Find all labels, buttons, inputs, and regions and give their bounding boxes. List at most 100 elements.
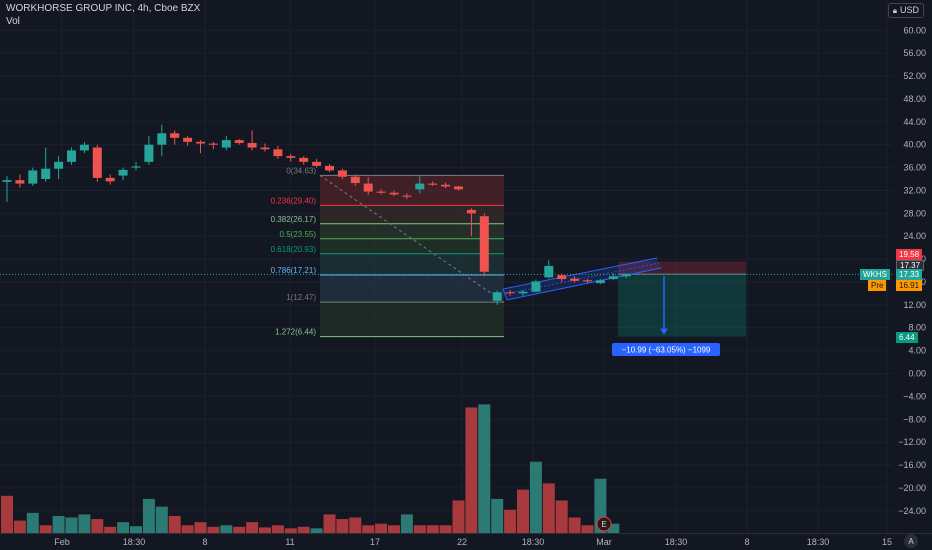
currency-button[interactable]: 🔒︎ USD — [887, 3, 924, 18]
price-tick-label: 48.00 — [903, 94, 926, 104]
fib-level-label: 1.272(6.44) — [275, 328, 316, 337]
fib-level-label: 0.382(26.17) — [271, 215, 317, 224]
price-tick-label: −20.00 — [898, 483, 926, 493]
volume-bar — [297, 526, 310, 533]
candle-body — [15, 180, 25, 184]
candle-body — [428, 183, 438, 185]
volume-bar — [181, 525, 194, 533]
volume-bar — [271, 525, 284, 533]
volume-bar — [375, 523, 388, 533]
price-tick-label: 8.00 — [908, 323, 926, 333]
candle-body — [518, 291, 528, 294]
volume-bar — [581, 525, 594, 533]
auto-scale-button: A — [904, 534, 918, 548]
auto-scale-bg — [904, 534, 918, 548]
fib-retracement[interactable]: 0(34.63) 0.236(29.40) 0.382(26.17) 0.5(23.5… — [271, 166, 505, 338]
lock-icon: 🔒︎ — [892, 6, 897, 15]
candle-body — [183, 137, 193, 142]
candlesticks: E — [2, 124, 631, 532]
candle-body — [402, 195, 412, 197]
fib-level-label: 1(12.47) — [286, 293, 316, 302]
price-tick-label: −4.00 — [903, 391, 926, 401]
volume-bar — [400, 514, 413, 533]
last-price-tag: 17.33 — [896, 269, 923, 280]
candle-body — [621, 274, 631, 277]
channel-edge — [502, 288, 508, 301]
price-tick-label: 56.00 — [903, 48, 926, 58]
volume-bar — [336, 519, 349, 533]
channel-lower — [506, 267, 662, 301]
candle-body — [67, 150, 76, 162]
candle-body — [325, 165, 334, 171]
volume-bar — [194, 522, 207, 533]
volume-bar — [478, 404, 491, 533]
time-tick-label: 18:30 — [665, 537, 688, 547]
candle-body — [363, 183, 373, 192]
fib-level-label: 0.618(20.93) — [271, 245, 317, 254]
premarket-label: Pre — [868, 280, 887, 291]
volume-bar — [465, 407, 478, 533]
volume-bar — [1, 495, 13, 533]
fib-zone — [320, 175, 504, 206]
volume-bar — [246, 522, 259, 533]
volume-bar — [117, 522, 130, 533]
volume-bar — [517, 489, 529, 533]
candle-body — [105, 177, 115, 182]
fib-level-label: 0(34.63) — [286, 166, 316, 175]
position-label-bg — [612, 343, 720, 356]
volume-bar — [220, 525, 233, 533]
price-tick-label: −8.00 — [903, 414, 926, 424]
volume-bar — [426, 525, 439, 533]
volume-bar — [413, 525, 426, 533]
candle-body — [273, 149, 283, 157]
volume-bar — [207, 526, 220, 533]
volume-bar — [155, 506, 168, 533]
price-tick-label: 52.00 — [903, 71, 926, 81]
volume-bar — [310, 528, 323, 533]
trend-channel[interactable] — [0, 257, 892, 301]
price-tick-label: −24.00 — [898, 506, 926, 516]
stop-price-tag: 6.44 — [896, 332, 918, 343]
price-tick-label: 40.00 — [903, 140, 926, 150]
channel-fill — [503, 258, 661, 300]
volume-bar — [349, 517, 362, 533]
candle-body — [28, 170, 38, 184]
candle-body — [196, 141, 205, 144]
time-tick-label: 22 — [457, 537, 467, 547]
price-tick-label: 44.00 — [903, 117, 926, 127]
candle-body — [286, 156, 296, 158]
premarket-price-tag: 16.91 — [896, 280, 923, 291]
volume-label[interactable]: Vol — [6, 16, 20, 27]
symbol-title[interactable]: WORKHORSE GROUP INC, 4h, Cboe BZX — [6, 3, 201, 14]
candle-body — [41, 168, 51, 180]
fib-level-label: 0.786(17.21) — [271, 266, 317, 275]
fib-zone — [320, 253, 504, 276]
reward-zone — [618, 274, 746, 337]
candle-body — [350, 176, 360, 184]
candle-body — [544, 265, 554, 278]
earnings-icon — [596, 516, 612, 532]
candle-body — [466, 209, 476, 214]
time-tick-label: 15 — [882, 537, 892, 547]
volume-bar — [39, 525, 52, 533]
price-tick-label: 4.00 — [908, 346, 926, 356]
short-position-tool[interactable]: −10.99 (−63.05%) −1099 — [612, 261, 746, 356]
currency-label: USD — [899, 5, 919, 15]
time-tick-label: 18:30 — [123, 537, 146, 547]
volume-bar — [284, 528, 297, 533]
candle-body — [208, 143, 218, 145]
risk-zone — [618, 261, 746, 275]
candle-body — [221, 140, 231, 148]
fib-zone — [320, 275, 504, 303]
volume-bars — [1, 404, 620, 533]
candle-body — [583, 280, 592, 282]
volume-bar — [52, 515, 65, 533]
time-axis[interactable]: Feb 18:30 8 11 17 22 18:30 Mar 18:30 8 18:30 15 A — [0, 533, 932, 549]
price-tick-label: −16.00 — [898, 460, 926, 470]
volume-bar — [130, 526, 142, 533]
price-tick-label: 0.00 — [908, 369, 926, 379]
time-tick-label: 18:30 — [807, 537, 830, 547]
price-tick-label: 36.00 — [903, 163, 926, 173]
volume-bar — [529, 461, 542, 533]
